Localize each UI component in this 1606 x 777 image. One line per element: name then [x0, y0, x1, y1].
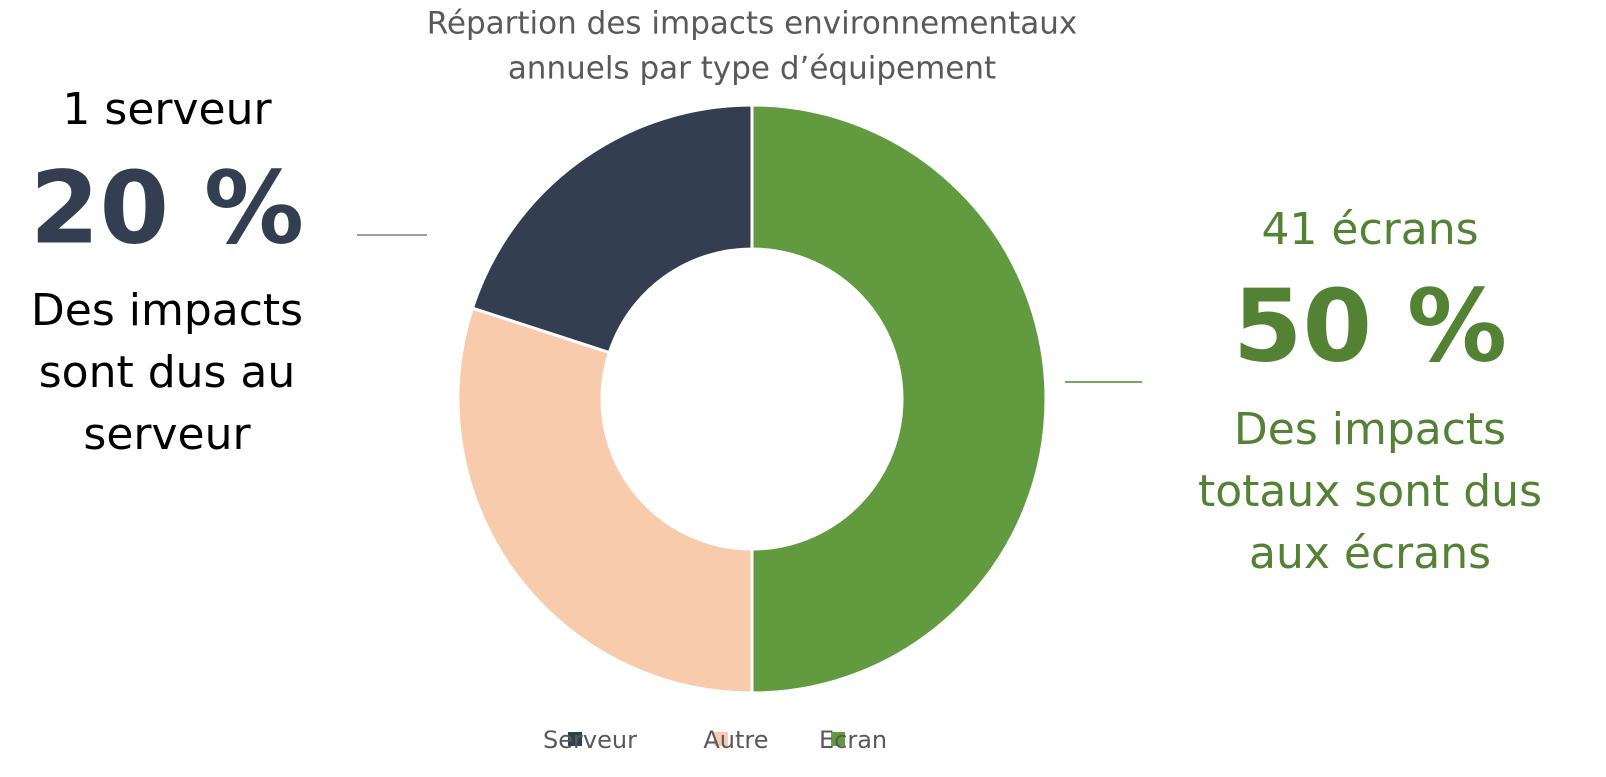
value-label: 20 % [30, 149, 304, 266]
annotation-text: aux écrans [1249, 528, 1491, 579]
donut-slice [750, 103, 1048, 695]
legend-label: Autre [703, 726, 768, 754]
annotation-text: sont dus au [39, 347, 296, 398]
legend-label: Serveur [543, 726, 637, 754]
donut-slice [456, 306, 754, 695]
chart-title: Répartion des impacts environnementaux [427, 6, 1077, 42]
annotation-heading: 1 serveur [62, 84, 272, 135]
legend-swatch [713, 732, 728, 746]
annotation-text: totaux sont dus [1198, 466, 1542, 517]
donut-slice [470, 103, 754, 355]
annotation-heading: 41 écrans [1261, 204, 1478, 255]
value-label: 50 % [1233, 267, 1507, 384]
chart-title: annuels par type d’équipement [508, 51, 996, 87]
annotation-text: Des impacts [1234, 404, 1506, 455]
legend-swatch [568, 732, 582, 746]
annotation-text: Des impacts [31, 285, 303, 336]
legend-label: Ecran [819, 726, 887, 754]
annotation-text: serveur [83, 409, 251, 460]
legend-swatch [831, 732, 846, 746]
